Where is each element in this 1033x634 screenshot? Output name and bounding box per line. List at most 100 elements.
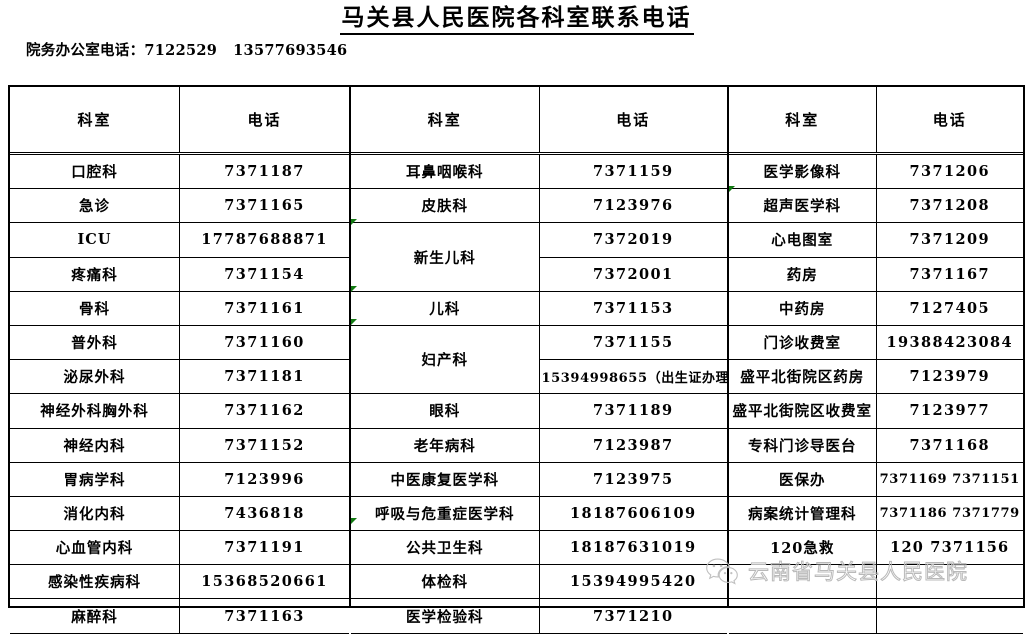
phone-number-cell: 7371189 — [538, 393, 727, 429]
phone-number-cell: 7123975 — [538, 461, 727, 497]
dept-name-cell: 盛平北街院区收费室 — [729, 393, 877, 429]
table-row: 耳鼻咽喉科 7371159 — [351, 153, 727, 190]
empty-cell — [875, 564, 1023, 600]
table-body-right: 医学影像科 7371206 超声医学科 7371208 心电图室 7371209 药房 737… — [729, 153, 1023, 634]
phone-number-cell: 7436818 — [179, 495, 349, 532]
dept-name-cell: 皮肤科 — [351, 188, 540, 224]
phone-number-cell: 7371162 — [179, 393, 349, 429]
table-row: 骨科 7371161 — [10, 290, 349, 326]
dept-name-cell: 骨科 — [10, 290, 180, 326]
dept-name-cell: 普外科 — [10, 324, 180, 361]
dept-name-cell: 心电图室 — [729, 222, 877, 258]
empty-cell — [729, 598, 877, 634]
table-row: 儿科 7371153 — [351, 290, 727, 326]
phone-number-cell: 7371208 — [875, 188, 1023, 224]
dept-name-cell: 口腔科 — [10, 153, 180, 190]
phone-number-cell: 7371159 — [538, 153, 727, 190]
phone-number-cell: 7371167 — [875, 256, 1023, 292]
dept-name-cell: 体检科 — [351, 564, 540, 600]
table-row — [729, 564, 1023, 600]
table-row: 医学检验科 7371210 — [351, 598, 727, 634]
phone-number-cell: 7372001 — [539, 256, 727, 292]
dept-name-cell: 呼吸与危重症医学科 — [351, 495, 540, 532]
table-header-row: 科室 电话 — [10, 87, 349, 155]
dept-name-cell: 神经内科 — [10, 427, 180, 463]
dept-name-cell: 耳鼻咽喉科 — [351, 153, 540, 190]
table-row: 病案统计管理科 7371186 7371779 — [729, 495, 1023, 532]
phone-number-cell: 7371152 — [179, 427, 349, 463]
phone-number-cell: 7372019 — [538, 222, 727, 258]
table-row: 心电图室 7371209 — [729, 222, 1023, 258]
table-row: 妇产科 7371155 — [351, 324, 727, 395]
dept-name-cell: 老年病科 — [351, 427, 540, 463]
table-row: 皮肤科 7123976 — [351, 188, 727, 224]
table-row: 麻醉科 7371163 — [10, 598, 349, 634]
dept-name-cell: 盛平北街院区药房 — [729, 359, 877, 395]
phone-number-cell: 7371161 — [179, 290, 349, 326]
table-header-row: 科室 电话 — [729, 87, 1023, 155]
phone-number-cell: 120 7371156 — [875, 530, 1023, 566]
table-header-row: 科室 电话 — [351, 87, 727, 155]
dept-name-cell: 中药房 — [729, 290, 877, 326]
table-row: 普外科 7371160 — [10, 324, 349, 361]
table-row: 心血管内科 7371191 — [10, 530, 349, 566]
table-row: 医学影像科 7371206 — [729, 153, 1023, 190]
dept-name-cell: 专科门诊导医台 — [729, 427, 877, 463]
dept-name-cell: 胃病学科 — [10, 461, 180, 497]
dept-name-cell: 儿科 — [351, 290, 540, 326]
table-row — [729, 598, 1023, 634]
table-row: 超声医学科 7371208 — [729, 188, 1023, 224]
department-phone-table: 科室 电话 口腔科 7371187 急诊 7371165 ICU 17787688871 疼… — [8, 85, 1025, 634]
empty-cell — [729, 564, 877, 600]
dept-name-cell: 眼科 — [351, 393, 540, 429]
table-row: 呼吸与危重症医学科 18187606109 — [351, 495, 727, 532]
section-left: 科室 电话 口腔科 7371187 急诊 7371165 ICU 17787688871 疼… — [10, 87, 349, 634]
phone-number-cell: 7123996 — [179, 461, 349, 497]
phone-number-cell: 7127405 — [875, 290, 1023, 326]
table-body-middle: 耳鼻咽喉科 7371159 皮肤科 7123976 新生儿科 7372019 7372001… — [351, 153, 727, 634]
table-row: ICU 17787688871 — [10, 222, 349, 258]
dept-name-cell: 医保办 — [729, 461, 877, 497]
dept-name-cell: 麻醉科 — [10, 598, 180, 634]
phone-number-cell: 7371206 — [875, 153, 1023, 190]
section-middle: 科室 电话 耳鼻咽喉科 7371159 皮肤科 7123976 新生儿科 7372019 7… — [349, 87, 727, 634]
table-row: 胃病学科 7123996 — [10, 461, 349, 497]
phone-number-cell: 18187606109 — [538, 495, 727, 532]
column-header-dept: 科室 — [351, 87, 540, 155]
table-row: 盛平北街院区药房 7123979 — [729, 359, 1023, 395]
dept-name-cell: 妇产科 — [351, 324, 540, 395]
table-row: 120急救 120 7371156 — [729, 530, 1023, 566]
phone-number-cell: 7371153 — [538, 290, 727, 326]
dept-name-cell: 120急救 — [729, 530, 877, 566]
table-row: 门诊收费室 19388423084 — [729, 324, 1023, 361]
phone-number-cell: 7371160 — [179, 324, 349, 361]
phone-number-cell: 7123977 — [875, 393, 1023, 429]
office-phone-text: 院务办公室电话：7122529 13577693546 — [26, 41, 348, 59]
phone-number-cell: 7371209 — [875, 222, 1023, 258]
dept-name-cell: 病案统计管理科 — [729, 495, 877, 532]
dept-name-cell: 疼痛科 — [10, 256, 180, 292]
dept-name-cell: 门诊收费室 — [729, 324, 877, 361]
table-row: 感染性疾病科 15368520661 — [10, 564, 349, 600]
empty-cell — [875, 598, 1023, 634]
table-row: 中医康复医学科 7123975 — [351, 461, 727, 497]
dept-name-cell: 感染性疾病科 — [10, 564, 180, 600]
table-row: 消化内科 7436818 — [10, 495, 349, 532]
dept-name-cell: 新生儿科 — [351, 222, 540, 292]
phone-number-cell: 18187631019 — [538, 530, 727, 566]
phone-number-cell: 7371210 — [538, 598, 727, 634]
phone-number-cell: 15394998655（出生证办理） — [539, 359, 727, 395]
dept-name-cell: 消化内科 — [10, 495, 180, 532]
table-row: 中药房 7127405 — [729, 290, 1023, 326]
table-row: 口腔科 7371187 — [10, 153, 349, 190]
phone-number-cell: 7371181 — [179, 359, 349, 395]
table-row: 医保办 7371169 7371151 — [729, 461, 1023, 497]
table-row: 新生儿科 7372019 — [351, 222, 727, 292]
phone-number-cell: 7371187 — [179, 153, 349, 190]
table-row: 公共卫生科 18187631019 — [351, 530, 727, 566]
dept-name-cell: ICU — [10, 222, 180, 258]
dept-name-cell: 药房 — [729, 256, 877, 292]
table-left: 科室 电话 口腔科 7371187 急诊 7371165 ICU 17787688871 疼… — [10, 87, 349, 634]
phone-number-cell: 15394995420 — [538, 564, 727, 600]
page-title: 马关县人民医院各科室联系电话 — [339, 4, 694, 35]
